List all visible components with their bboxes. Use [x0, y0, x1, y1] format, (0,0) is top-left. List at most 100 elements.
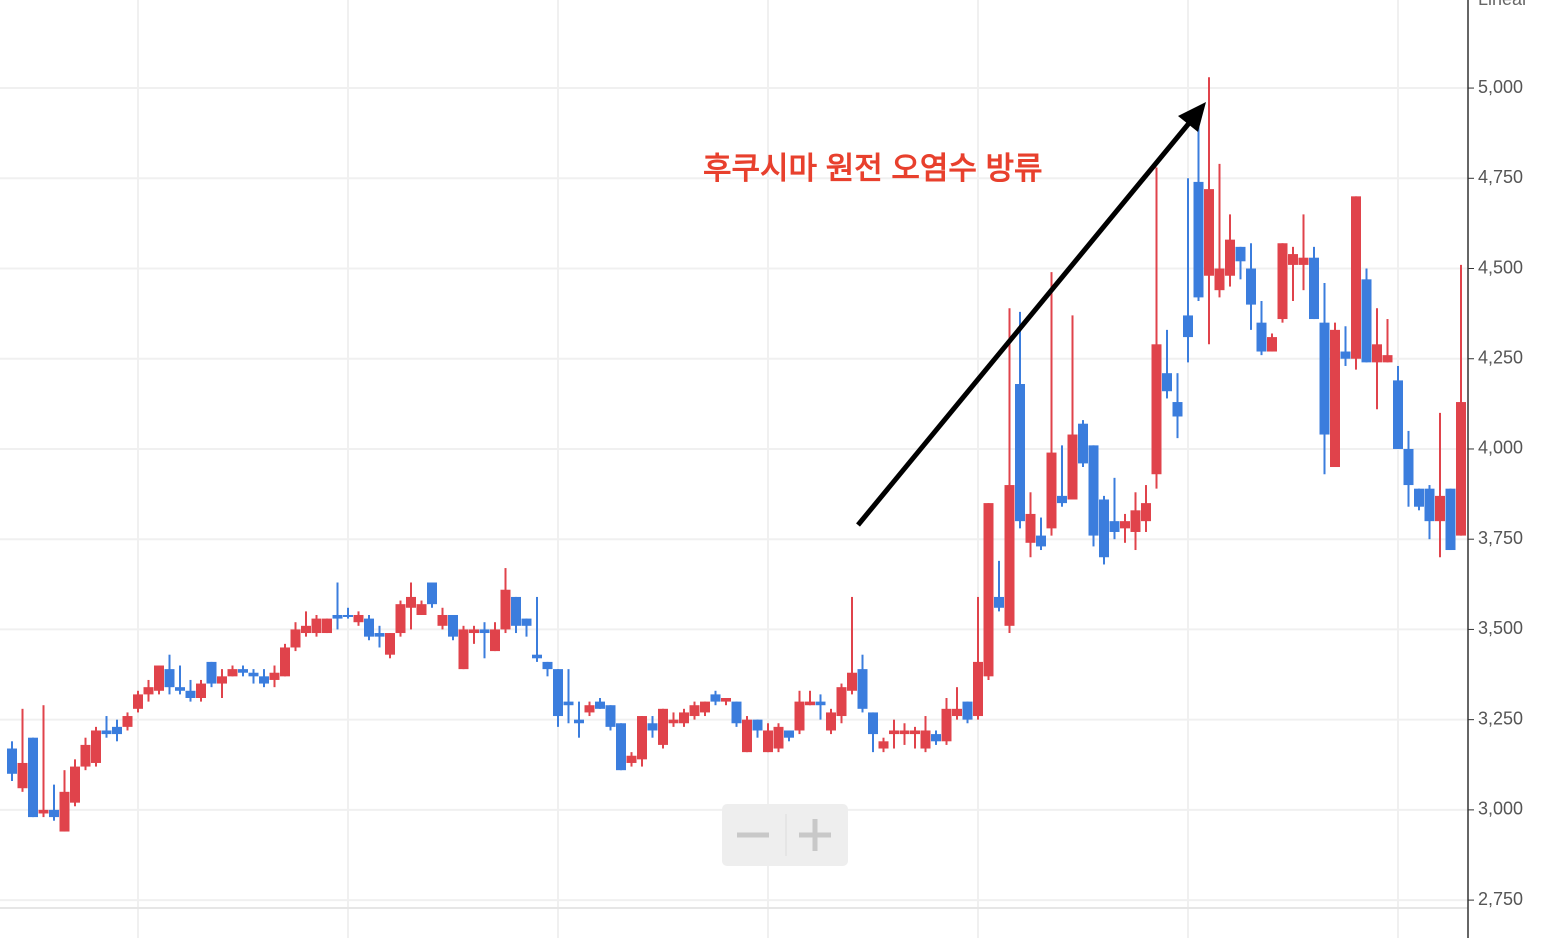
candle-body	[206, 661, 217, 684]
candle-body	[1214, 268, 1225, 291]
candle-body	[731, 701, 742, 724]
y-tick-label: 3,750	[1478, 528, 1523, 548]
candle-body	[500, 589, 511, 630]
candle-body	[395, 604, 406, 634]
candle-body	[448, 614, 458, 637]
candle-body	[280, 647, 290, 677]
candle-body	[364, 618, 374, 637]
candle-body	[679, 712, 689, 724]
candle-body	[322, 618, 332, 634]
candle-body	[952, 708, 962, 717]
candle-body	[1319, 322, 1330, 435]
candle-body	[532, 654, 542, 659]
candle-body	[815, 701, 826, 706]
candle-body	[458, 629, 469, 670]
candle-body	[878, 741, 889, 749]
candles	[7, 77, 1466, 832]
candle-body	[983, 503, 994, 677]
y-tick-label: 4,000	[1478, 438, 1523, 458]
scale-label: Linear	[1478, 0, 1528, 9]
candle-body	[973, 661, 983, 717]
candle-body	[259, 676, 269, 684]
zoom-controls	[722, 804, 848, 866]
candle-body	[1393, 380, 1403, 449]
candle-body	[91, 730, 101, 763]
candle-body	[1193, 181, 1204, 298]
candle-body	[1298, 257, 1309, 265]
candle-body	[1309, 257, 1319, 320]
candle-body	[196, 683, 206, 698]
candle-body	[1183, 315, 1193, 338]
candle-body	[721, 697, 731, 702]
candle-body	[1403, 448, 1414, 486]
candle-body	[427, 582, 437, 605]
candle-body	[353, 614, 364, 623]
candle-body	[805, 701, 815, 706]
candle-body	[490, 629, 500, 652]
candle-body	[238, 669, 248, 673]
candle-body	[1130, 510, 1141, 532]
candle-body	[1015, 384, 1025, 522]
candle-body	[17, 762, 28, 789]
candle-body	[511, 596, 521, 626]
candle-body	[164, 669, 175, 688]
candle-body	[70, 766, 80, 803]
candle-body	[1088, 445, 1099, 536]
candle-body	[1351, 196, 1361, 359]
candle-body	[122, 716, 133, 727]
candle-body	[584, 705, 595, 713]
candle-body	[1414, 488, 1424, 507]
candle-body	[1067, 434, 1078, 500]
y-tick-label: 3,500	[1478, 618, 1523, 638]
candle-body	[1099, 499, 1109, 558]
candle-body	[1109, 521, 1120, 532]
candle-body	[1267, 337, 1277, 352]
candle-body	[217, 676, 227, 684]
candle-body	[899, 730, 910, 735]
candle-body	[1288, 254, 1298, 265]
candle-body	[343, 614, 353, 617]
candle-body	[1078, 423, 1088, 464]
candle-body	[38, 809, 49, 814]
candle-body	[374, 633, 385, 637]
grid	[0, 0, 1468, 938]
y-tick-label: 4,500	[1478, 257, 1523, 277]
candle-body	[910, 730, 920, 735]
candle-body	[1004, 485, 1015, 626]
candle-body	[962, 701, 973, 720]
candle-body	[469, 629, 479, 634]
candle-body	[637, 716, 647, 760]
y-tick-label: 3,000	[1478, 799, 1523, 819]
candle-body	[1277, 243, 1288, 320]
candle-body	[332, 614, 343, 619]
candle-body	[1372, 344, 1382, 363]
arrow-shaft	[856, 120, 1192, 527]
candle-body	[143, 687, 154, 695]
candle-body	[553, 669, 563, 717]
candle-body	[416, 604, 427, 615]
candle-body	[794, 701, 805, 731]
candle-body	[658, 708, 668, 745]
candle-body	[1256, 322, 1267, 352]
y-tick-label: 2,750	[1478, 889, 1523, 909]
candle-body	[1025, 513, 1036, 543]
candle-body	[1172, 402, 1183, 417]
candle-body	[763, 730, 773, 753]
candle-body	[1424, 488, 1435, 522]
candle-body	[1204, 189, 1214, 276]
candle-body	[784, 730, 794, 738]
candle-body	[836, 687, 847, 717]
candle-body	[1225, 239, 1235, 276]
candle-body	[857, 669, 868, 709]
candle-body	[1057, 495, 1067, 504]
candle-body	[1330, 329, 1340, 468]
candle-body	[1151, 344, 1162, 475]
candle-body	[595, 701, 605, 709]
candle-body	[301, 625, 311, 634]
candle-body	[868, 712, 878, 735]
candle-body	[1382, 355, 1393, 363]
candle-body	[563, 701, 574, 706]
candle-body	[616, 723, 626, 771]
candle-body	[1141, 503, 1151, 522]
y-tick-label: 4,750	[1478, 167, 1523, 187]
